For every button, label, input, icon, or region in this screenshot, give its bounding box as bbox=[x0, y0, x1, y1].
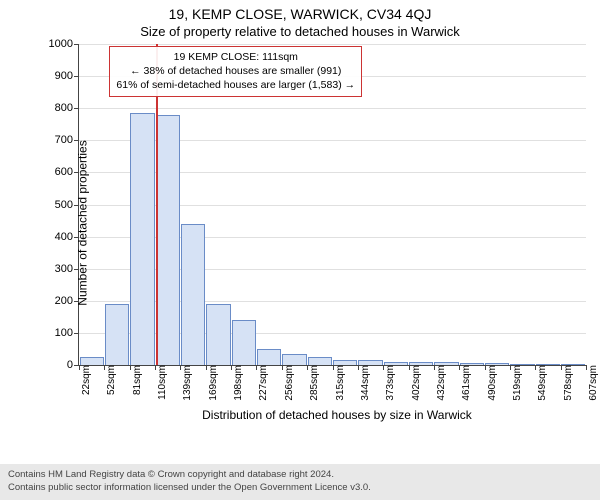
x-tick-label: 519sqm bbox=[508, 365, 523, 401]
histogram-bar bbox=[156, 115, 180, 365]
x-tick-label: 373sqm bbox=[381, 365, 396, 401]
x-tick-label: 227sqm bbox=[254, 365, 269, 401]
x-tick-label: 285sqm bbox=[305, 365, 320, 401]
histogram-bar bbox=[308, 357, 332, 365]
x-tick-label: 110sqm bbox=[153, 365, 168, 400]
y-tick-label: 900 bbox=[55, 70, 79, 82]
annotation-box: 19 KEMP CLOSE: 111sqm← 38% of detached h… bbox=[109, 46, 362, 97]
x-tick-label: 461sqm bbox=[457, 365, 472, 401]
footer-attribution: Contains HM Land Registry data © Crown c… bbox=[0, 464, 600, 500]
x-tick-label: 169sqm bbox=[204, 365, 219, 401]
x-tick-label: 578sqm bbox=[559, 365, 574, 401]
y-tick-label: 800 bbox=[55, 102, 79, 114]
histogram-bar bbox=[232, 320, 256, 365]
x-tick-label: 22sqm bbox=[77, 365, 92, 395]
x-tick-label: 490sqm bbox=[483, 365, 498, 401]
x-tick-label: 52sqm bbox=[102, 365, 117, 395]
histogram-bar bbox=[80, 357, 104, 365]
y-tick-label: 1000 bbox=[49, 38, 79, 50]
histogram-bar bbox=[206, 304, 230, 365]
annotation-line-3: 61% of semi-detached houses are larger (… bbox=[116, 78, 355, 92]
histogram-bar bbox=[282, 354, 306, 365]
annotation-line-2: ← 38% of detached houses are smaller (99… bbox=[116, 64, 355, 78]
chart-title: Size of property relative to detached ho… bbox=[0, 22, 600, 43]
histogram-bar bbox=[105, 304, 129, 365]
histogram-bar bbox=[130, 113, 154, 365]
x-tick-label: 256sqm bbox=[280, 365, 295, 401]
page-title: 19, KEMP CLOSE, WARWICK, CV34 4QJ bbox=[0, 0, 600, 22]
histogram-bar bbox=[257, 349, 281, 365]
y-axis-label: Number of detached properties bbox=[76, 140, 90, 305]
x-tick-label: 315sqm bbox=[331, 365, 346, 401]
y-tick-label: 100 bbox=[55, 327, 79, 339]
x-tick-label: 344sqm bbox=[356, 365, 371, 401]
x-tick-label: 81sqm bbox=[128, 365, 143, 395]
x-tick-label: 198sqm bbox=[229, 365, 244, 401]
x-tick-label: 607sqm bbox=[584, 365, 599, 401]
chart-container: 0100200300400500600700800900100022sqm52s… bbox=[30, 44, 590, 418]
x-tick-label: 402sqm bbox=[407, 365, 422, 401]
x-axis-label: Distribution of detached houses by size … bbox=[202, 408, 472, 422]
footer-line-2: Contains public sector information licen… bbox=[8, 482, 592, 495]
plot-area: 0100200300400500600700800900100022sqm52s… bbox=[78, 44, 586, 366]
annotation-line-1: 19 KEMP CLOSE: 111sqm bbox=[116, 50, 355, 64]
x-tick-label: 549sqm bbox=[533, 365, 548, 401]
x-tick-label: 432sqm bbox=[432, 365, 447, 401]
x-tick-label: 139sqm bbox=[178, 365, 193, 401]
footer-line-1: Contains HM Land Registry data © Crown c… bbox=[8, 469, 592, 482]
histogram-bar bbox=[181, 224, 205, 365]
